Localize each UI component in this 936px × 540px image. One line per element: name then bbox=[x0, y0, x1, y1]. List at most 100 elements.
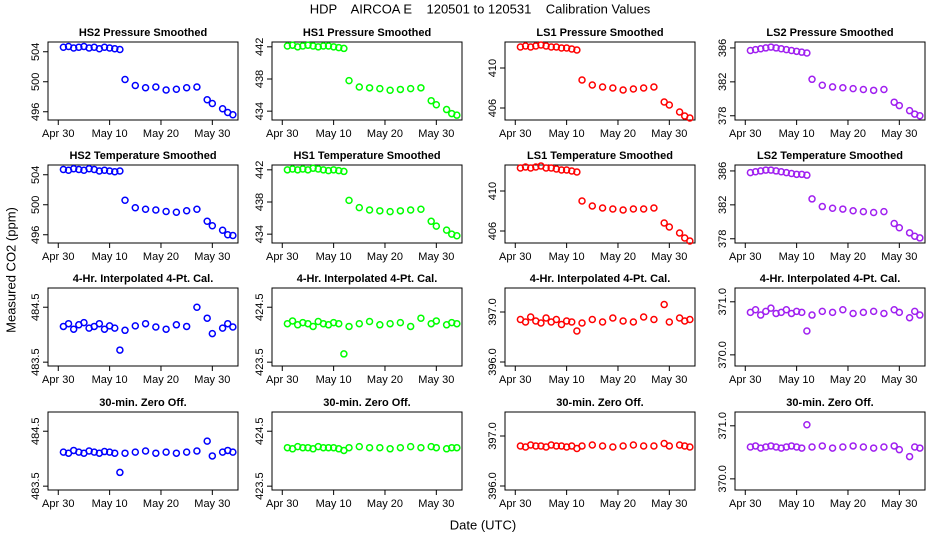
data-point bbox=[172, 85, 181, 93]
data-point bbox=[798, 170, 806, 179]
data-point bbox=[131, 81, 140, 90]
data-point bbox=[182, 448, 191, 456]
x-axis-label: Date (UTC) bbox=[450, 517, 516, 532]
data-point bbox=[792, 170, 801, 179]
data-point bbox=[304, 41, 312, 49]
data-point bbox=[172, 449, 181, 457]
data-point bbox=[839, 84, 847, 92]
data-point bbox=[542, 314, 550, 322]
data-point bbox=[172, 208, 181, 216]
data-point bbox=[283, 42, 292, 50]
data-point bbox=[808, 195, 816, 203]
data-point bbox=[95, 319, 104, 328]
data-point bbox=[890, 219, 898, 228]
x-tick-label: May 30 bbox=[881, 498, 917, 510]
data-point bbox=[141, 447, 150, 455]
x-tick-label: May 20 bbox=[600, 251, 636, 263]
plot-frame bbox=[271, 164, 463, 244]
y-tick-label: 410 bbox=[487, 182, 499, 200]
data-point bbox=[340, 44, 348, 53]
data-point bbox=[629, 205, 638, 213]
y-tick-label: 500 bbox=[30, 73, 42, 91]
data-point bbox=[203, 96, 211, 104]
x-tick-label: Apr 30 bbox=[266, 374, 298, 386]
data-point bbox=[427, 96, 435, 105]
data-point bbox=[100, 166, 109, 174]
data-point bbox=[345, 76, 353, 85]
data-point bbox=[665, 318, 674, 326]
data-point bbox=[335, 43, 343, 52]
data-point bbox=[417, 314, 425, 322]
data-point bbox=[639, 313, 648, 321]
data-point bbox=[396, 207, 405, 215]
data-point bbox=[849, 207, 857, 215]
data-point bbox=[193, 303, 201, 311]
data-point bbox=[355, 83, 364, 91]
data-point bbox=[782, 45, 791, 54]
data-point bbox=[777, 45, 785, 53]
x-tick-label: Apr 30 bbox=[499, 251, 531, 263]
panel-title: 30-min. Zero Off. bbox=[556, 397, 643, 409]
data-point bbox=[639, 442, 648, 450]
plot-frame bbox=[734, 411, 926, 491]
figure-title: HDP AIRCOA E 120501 to 120531 Calibratio… bbox=[310, 1, 651, 16]
x-tick-label: Apr 30 bbox=[266, 128, 298, 140]
data-point bbox=[880, 443, 888, 451]
x-tick-label: May 30 bbox=[881, 374, 917, 386]
panel-title: 30-min. Zero Off. bbox=[323, 397, 410, 409]
y-tick-label: 484.5 bbox=[30, 293, 42, 321]
data-point bbox=[131, 322, 140, 330]
data-point bbox=[808, 75, 816, 84]
plot-frame bbox=[504, 411, 696, 491]
x-tick-label: May 20 bbox=[367, 251, 403, 263]
y-tick-label: 424.5 bbox=[254, 417, 266, 445]
data-point bbox=[869, 208, 878, 217]
data-point bbox=[573, 46, 581, 54]
data-point bbox=[557, 320, 566, 329]
data-point bbox=[905, 452, 914, 461]
x-tick-label: May 30 bbox=[881, 128, 917, 140]
data-point bbox=[568, 318, 576, 326]
data-point bbox=[818, 202, 827, 211]
data-point bbox=[95, 167, 104, 175]
data-point bbox=[69, 325, 78, 333]
data-point bbox=[69, 44, 78, 52]
panel: HS2 Temperature Smoothed 496 500 504 Apr 30 M… bbox=[30, 150, 239, 263]
plot-frame bbox=[271, 41, 463, 121]
x-tick-label: May 20 bbox=[830, 251, 866, 263]
data-point bbox=[152, 206, 160, 214]
data-point bbox=[629, 441, 638, 449]
data-point bbox=[386, 207, 394, 216]
data-point bbox=[182, 322, 191, 331]
data-point bbox=[406, 84, 415, 93]
data-point bbox=[798, 308, 806, 317]
data-point bbox=[552, 442, 561, 450]
data-point bbox=[299, 443, 307, 452]
data-point bbox=[818, 81, 827, 89]
data-point bbox=[365, 84, 374, 92]
y-tick-label: 406 bbox=[487, 99, 499, 117]
data-point bbox=[396, 443, 405, 452]
data-point bbox=[803, 49, 811, 57]
y-tick-label: 371.0 bbox=[717, 288, 729, 316]
panel: HS1 Temperature Smoothed 434 438 442 Apr 30 M… bbox=[254, 150, 463, 263]
data-point bbox=[828, 204, 837, 212]
x-tick-label: May 20 bbox=[143, 374, 179, 386]
data-point bbox=[432, 443, 441, 452]
y-tick-label: 424.5 bbox=[254, 293, 266, 321]
x-tick-label: May 20 bbox=[830, 374, 866, 386]
data-point bbox=[386, 319, 394, 328]
data-point bbox=[376, 207, 384, 215]
data-point bbox=[598, 83, 607, 91]
data-point bbox=[283, 166, 292, 174]
x-tick-label: May 30 bbox=[194, 128, 230, 140]
data-point bbox=[686, 443, 694, 451]
x-tick-label: May 30 bbox=[418, 128, 454, 140]
data-point bbox=[345, 322, 353, 331]
data-point bbox=[105, 44, 114, 52]
data-point bbox=[131, 448, 140, 456]
panel-title: LS2 Pressure Smoothed bbox=[766, 27, 893, 39]
x-tick-label: Apr 30 bbox=[42, 498, 74, 510]
data-point bbox=[319, 166, 328, 174]
data-point bbox=[329, 43, 338, 51]
